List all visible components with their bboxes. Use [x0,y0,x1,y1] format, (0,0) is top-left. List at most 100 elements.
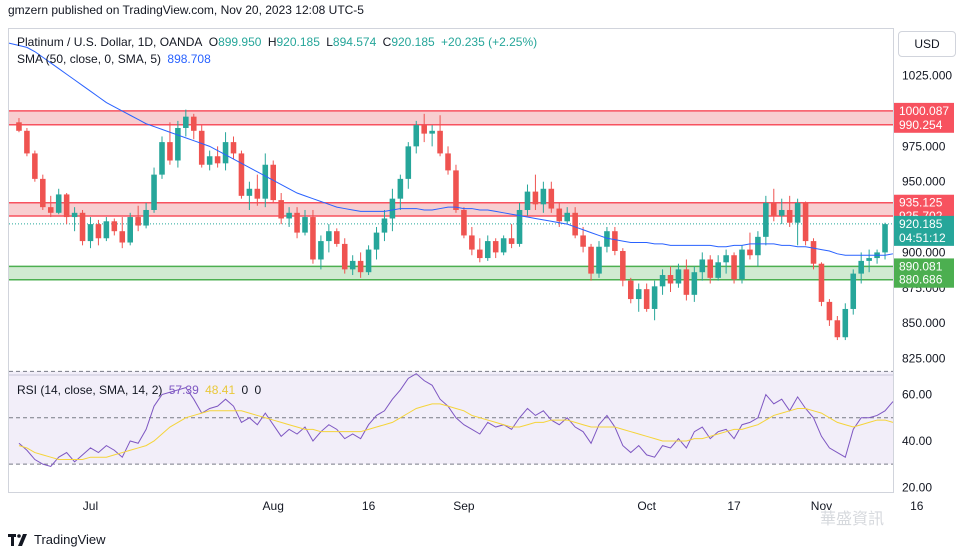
time-tick-label: 16 [362,499,376,513]
candle-body [492,241,499,253]
candle-body [47,207,54,213]
candle-body [842,308,849,338]
candle-body [365,249,372,273]
candle-body [421,125,427,134]
candle-body [882,224,888,253]
candle-body [691,272,698,295]
time-tick-label: Jul [83,499,98,513]
candle-body [786,209,793,223]
candle-body [453,170,459,210]
candle-body [834,320,841,338]
candle-body [500,238,507,253]
candle-body [461,209,467,236]
time-tick-label: Aug [263,499,284,513]
candle-body [548,188,555,209]
zone-price-tag [894,116,954,133]
candle-body [262,164,269,199]
close-label: C [382,35,392,49]
candle-body [620,250,626,281]
publish-header: gmzern published on TradingView.com, Nov… [8,3,364,17]
candle-body [484,241,491,259]
countdown-label: 04:51:12 [899,231,946,245]
candle-body [246,188,253,196]
candle-body [850,273,857,309]
rsi-line [18,373,894,468]
candle-body [643,289,650,309]
candle-body [858,260,864,274]
candle-body [183,116,189,128]
rsi-tick-label: 60.00 [902,388,932,402]
candle-body [596,246,602,274]
chart-frame [8,28,894,493]
candle-body [818,263,825,302]
candle-body [32,153,38,179]
candle-body [675,269,682,284]
candle-body [238,153,245,196]
candle-body [103,221,110,239]
currency-button[interactable]: USD [898,31,956,57]
price-tick-label: 850.000 [902,316,946,330]
price-tick-label: 1025.000 [902,69,952,83]
candle-body [206,156,213,165]
candle-body [198,130,205,165]
candle-body [651,286,658,309]
zone-price-tag [894,258,954,275]
footer-brand: TradingView [34,532,106,547]
rsi-extra-2: 0 [254,383,262,397]
candle-body [143,209,149,226]
candle-body [230,142,237,154]
candle-body [604,231,610,247]
candle-body [381,218,388,233]
zone-price-label: 990.254 [899,118,943,132]
candle-body [278,200,284,219]
rsi-legend: RSI (14, close, SMA, 14, 2) 57.39 48.41 … [17,383,264,397]
candle-body [190,116,197,131]
candle-body [556,208,563,222]
price-tick-label: 825.000 [902,351,946,365]
symbol-name: Platinum / U.S. Dollar, 1D, OANDA [17,35,203,49]
sma-value: 898.708 [167,52,211,66]
close-value: 920.185 [391,35,435,49]
candle-body [119,231,126,243]
candle-body [349,260,356,270]
candle-body [516,209,523,244]
candle-body [866,258,872,261]
candle-body [429,130,435,134]
footer: TradingView [8,532,106,547]
candle-body [135,217,141,226]
candle-body [667,275,674,284]
candle-body [532,191,539,205]
candle-body [270,164,277,201]
candle-body [397,178,404,199]
candle-body [477,249,483,259]
candle-body [71,212,78,218]
time-tick-label: 17 [727,499,741,513]
tradingview-logo-icon [8,533,27,546]
watermark: 華盛資訊 [820,511,885,528]
current-price-tag [894,215,954,246]
candle-body [167,142,173,161]
candle-body [763,202,769,237]
candle-body [111,221,118,232]
candle-body [731,255,737,280]
candle-body [794,202,801,223]
candle-body [310,217,316,260]
candle-body [826,301,833,321]
zone-support [9,266,893,280]
price-tick-label: 975.000 [902,139,946,153]
candle-body [40,178,46,208]
candle-body [802,202,809,242]
candle-body [389,198,396,219]
zone-price-label: 880.686 [899,273,943,287]
candle-body [286,212,292,219]
rsi-label: RSI (14, close, SMA, 14, 2) [17,383,163,397]
candle-body [612,231,618,251]
candle-body [445,153,451,171]
candle-body [151,174,157,210]
candle-body [635,289,642,300]
change-value: +20.235 (+2.25%) [441,35,538,49]
candle-body [127,217,133,243]
zone-price-label: 890.081 [899,259,943,273]
candle-body [16,122,22,131]
